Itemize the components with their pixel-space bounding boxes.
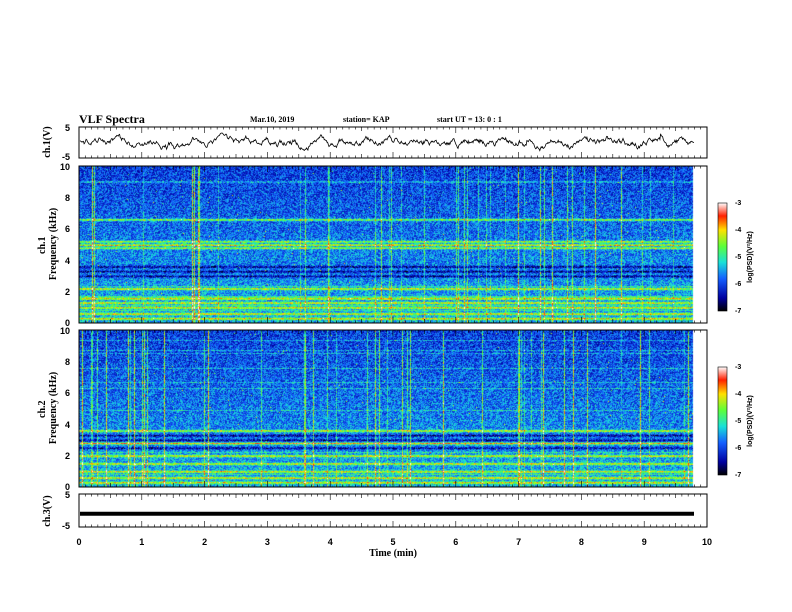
ch2-freq-tick-6: 6 <box>65 388 70 398</box>
ch1-waveform-ylabel: ch.1(V) <box>42 126 53 157</box>
ch2-colorbar-label: log(PSD)(V²/Hz) <box>747 395 754 447</box>
figure-title: VLF Spectra <box>79 112 145 126</box>
ch2-spectrogram-panel: 0 2 4 6 8 10 ch.2 Frequency (kHz) <box>37 326 708 492</box>
x-tick-label: 8 <box>579 537 584 547</box>
ch2-cb-tick-5: -5 <box>735 418 741 425</box>
ch1-colorbar-label: log(PSD)(V²/Hz) <box>747 231 754 283</box>
ch2-colorbar-bar <box>717 366 728 476</box>
ch2-freq-tick-0: 0 <box>65 482 70 492</box>
x-tick-label: 0 <box>76 537 81 547</box>
ch2-freq-tick-10: 10 <box>60 326 70 336</box>
ch1-cb-tick-3: -3 <box>735 200 741 207</box>
ch3-waveform-panel: 5 -5 ch.3(V) <box>42 490 708 531</box>
ch1-spectrogram-canvas <box>79 166 707 323</box>
ch2-colorbar: -3 -4 -5 -6 -7 log(PSD)(V²/Hz) <box>717 364 754 479</box>
ch1-freq-tick-4: 4 <box>65 256 70 266</box>
ch1-freq-tick-2: 2 <box>65 287 70 297</box>
ch1-cb-tick-6: -6 <box>735 281 741 288</box>
ch3-waveform-ylabel: ch.3(V) <box>42 495 53 526</box>
station-label: station= KAP <box>343 115 390 124</box>
ch1-cb-tick-4: -4 <box>735 227 741 234</box>
ch2-spectrogram-ticks <box>78 330 708 487</box>
ch2-cb-tick-7: -7 <box>735 472 741 479</box>
ch3-waveform-ticks <box>78 494 708 527</box>
ch1-freq-tick-0: 0 <box>65 318 70 328</box>
ch1-cb-tick-5: -5 <box>735 254 741 261</box>
ch2-frequency-label: Frequency (kHz) <box>48 372 59 444</box>
ch2-spectrogram-plot <box>79 330 707 487</box>
ch1-ytick-top: 5 <box>65 123 70 133</box>
ch1-cb-tick-7: -7 <box>735 308 741 315</box>
x-tick-label: 5 <box>390 537 395 547</box>
ch2-freq-tick-4: 4 <box>65 420 70 430</box>
ch1-spectrogram-ticks <box>78 166 708 323</box>
ch1-ytick-bottom: -5 <box>62 152 70 162</box>
start-time-label: start UT = 13: 0 : 1 <box>437 115 502 124</box>
ch1-spectrogram-panel: 0 2 4 6 8 10 ch.1 Frequency (kHz) <box>37 162 708 328</box>
x-tick-label: 10 <box>702 537 712 547</box>
ch1-freq-tick-6: 6 <box>65 224 70 234</box>
ch1-colorbar: -3 -4 -5 -6 -7 log(PSD)(V²/Hz) <box>717 200 754 315</box>
ch1-spectrogram-plot <box>79 166 707 323</box>
ch1-waveform-line <box>79 132 695 152</box>
x-tick-label: 2 <box>202 537 207 547</box>
ch1-spectrogram-ylabel: ch.1 Frequency (kHz) <box>37 208 59 280</box>
ch2-cb-tick-6: -6 <box>735 445 741 452</box>
x-tick-label: 4 <box>328 537 333 547</box>
ch2-cb-tick-4: -4 <box>735 391 741 398</box>
ch3-ytick-bottom: -5 <box>62 521 70 531</box>
ch1-colorbar-bar <box>717 202 728 312</box>
x-tick-label: 9 <box>642 537 647 547</box>
ch1-channel-label: ch.1 <box>37 237 48 255</box>
ch1-freq-tick-8: 8 <box>65 193 70 203</box>
x-axis-label: Time (min) <box>369 548 417 559</box>
x-axis-tick-labels: 0 1 2 3 4 5 6 7 8 9 10 <box>76 537 712 547</box>
x-tick-label: 1 <box>139 537 144 547</box>
x-tick-label: 7 <box>516 537 521 547</box>
x-tick-label: 3 <box>265 537 270 547</box>
ch1-waveform-ticks <box>78 127 708 158</box>
ch1-waveform-panel: 5 -5 ch.1(V) <box>42 123 708 162</box>
ch2-freq-tick-2: 2 <box>65 451 70 461</box>
ch1-freq-tick-10: 10 <box>60 162 70 172</box>
ch2-spectrogram-canvas <box>79 330 707 487</box>
ch2-spectrogram-ylabel: ch.2 Frequency (kHz) <box>37 372 59 444</box>
ch2-channel-label: ch.2 <box>37 401 48 419</box>
ch2-freq-tick-8: 8 <box>65 357 70 367</box>
date-label: Mar.10, 2019 <box>250 115 294 124</box>
ch3-ytick-top: 5 <box>65 490 70 500</box>
ch2-cb-tick-3: -3 <box>735 364 741 371</box>
x-tick-label: 6 <box>453 537 458 547</box>
ch1-frequency-label: Frequency (kHz) <box>48 208 59 280</box>
